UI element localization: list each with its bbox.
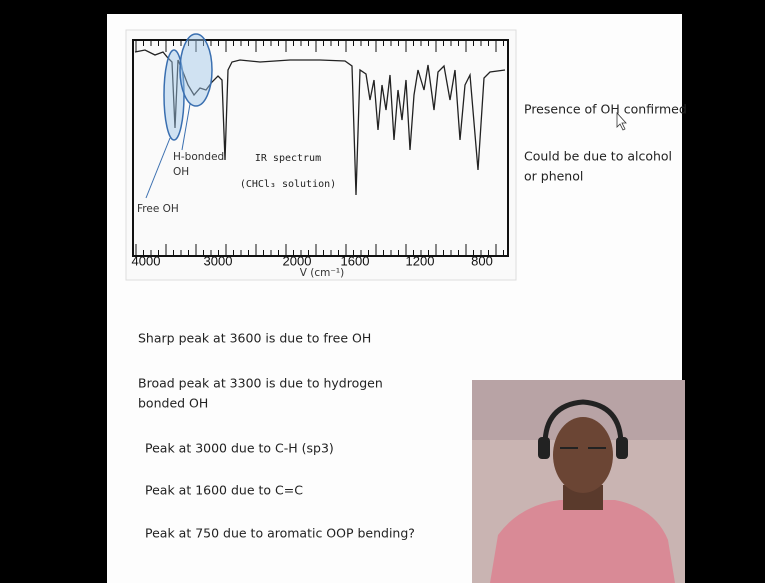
axis-label: 4000 [132, 253, 161, 268]
note: Broad peak at 3300 is due to hydrogen [138, 376, 383, 391]
side-note: or phenol [524, 169, 583, 184]
annotation: Free OH [137, 203, 179, 215]
note: Peak at 1600 due to C=C [145, 483, 303, 498]
headphone-left [538, 437, 550, 459]
presenter-head [553, 417, 613, 493]
caption: (CHCl₃ solution) [240, 179, 336, 190]
side-note: Could be due to alcohol [524, 149, 672, 164]
axis-label: 1600 [341, 253, 370, 268]
caption: IR spectrum [255, 153, 321, 164]
annotation: H-bonded [173, 151, 224, 163]
note: Peak at 750 due to aromatic OOP bending? [145, 526, 415, 541]
annotation: OH [173, 166, 189, 178]
hbonded-oh-highlight [180, 34, 212, 106]
axis-label: 1200 [406, 253, 435, 268]
webcam [472, 380, 685, 583]
axis-label: 800 [471, 253, 493, 268]
note: bonded OH [138, 396, 208, 411]
note: Peak at 3000 due to C-H (sp3) [145, 441, 334, 456]
headphone-right [616, 437, 628, 459]
axis-title: V (cm⁻¹) [300, 267, 344, 279]
axis-label: 3000 [204, 253, 233, 268]
note: Sharp peak at 3600 is due to free OH [138, 331, 371, 346]
spectrum-image: H-bonded OH Free OH IR spectrum (CHCl₃ s… [126, 30, 516, 280]
side-note: Presence of OH confirmed [524, 102, 687, 117]
page: H-bonded OH Free OH IR spectrum (CHCl₃ s… [0, 0, 765, 583]
